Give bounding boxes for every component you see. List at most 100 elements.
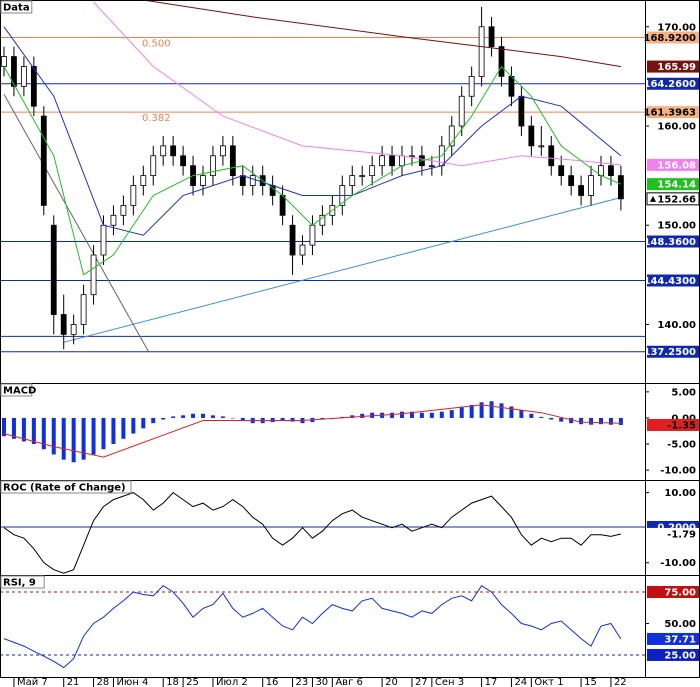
macd-bar [51, 417, 56, 455]
price-label: 75.00 [664, 588, 696, 599]
candle-body [80, 294, 87, 325]
candle-body [140, 175, 147, 186]
macd-bar [509, 406, 514, 418]
candle-body [279, 195, 286, 216]
price-label: 137.2500 [643, 347, 696, 358]
candle-body [90, 254, 97, 296]
candle-body [349, 175, 356, 186]
price-label-bg [647, 527, 699, 540]
macd-bar [539, 416, 544, 418]
panel-title-bg [0, 575, 45, 589]
price-label-bg [647, 418, 699, 431]
macd-bar [360, 413, 365, 418]
macd-bar [489, 401, 494, 418]
candle-body [70, 324, 77, 335]
candle-body [488, 26, 495, 48]
macd-bar [618, 417, 623, 425]
price-label: 148.3600 [643, 237, 696, 248]
candle-body [468, 76, 475, 97]
x-tick-label: Авг 6 [335, 677, 363, 687]
price-label: 0.00 [671, 413, 696, 424]
macd-bar [31, 417, 36, 445]
candle-body [20, 66, 27, 87]
price-label-bg [647, 31, 699, 44]
macd-bar [459, 407, 464, 418]
macd-bar [181, 415, 186, 418]
panel-title: RSI, 9 [3, 578, 36, 589]
macd-bar [131, 417, 136, 434]
price-label: 50.00 [664, 619, 696, 630]
candle-body [588, 175, 594, 196]
macd-bar [608, 417, 613, 425]
candle-body [319, 214, 326, 226]
moving-average [3, 26, 622, 236]
price-label: 161.3963 [643, 108, 696, 119]
macd-bar [21, 417, 26, 442]
candle-body [1, 56, 7, 67]
candle-body [568, 175, 575, 186]
price-label: 164.2600 [643, 79, 696, 90]
candle-body [508, 76, 515, 97]
macd-bar [290, 417, 295, 422]
x-tick-label: 24 [514, 677, 527, 687]
price-label: 160.00 [657, 122, 696, 133]
macd-bar [400, 411, 404, 418]
price-label-bg [647, 178, 699, 191]
candle-body [379, 155, 386, 167]
macd-bar [81, 417, 86, 460]
price-label-bg [647, 60, 699, 73]
candle-body [110, 214, 117, 226]
price-label: 170.00 [657, 22, 696, 33]
macd-bar [191, 413, 196, 418]
candle-body [548, 145, 555, 167]
candle-body [289, 224, 296, 256]
macd-bar [599, 417, 603, 425]
candle-body [498, 46, 505, 77]
panel [0, 0, 645, 353]
x-tick-label: Сен 3 [435, 677, 464, 687]
candle-body [239, 175, 246, 186]
macd-bar [499, 403, 504, 418]
price-label-bg [647, 77, 699, 90]
price-label: -10.00 [660, 466, 696, 477]
macd-bar [61, 417, 66, 460]
macd-bar [111, 417, 116, 445]
candle-body [210, 155, 216, 177]
candle-body [478, 26, 485, 77]
macd-bar [529, 413, 534, 418]
price-label: -10.00 [660, 558, 696, 569]
x-tick-label: Июл 2 [216, 677, 248, 687]
macd-bar [2, 417, 6, 437]
candle-body [618, 175, 624, 200]
macd-bar [280, 417, 285, 421]
x-tick-label: 25 [186, 677, 199, 687]
candle-body [30, 66, 37, 107]
panel [2, 401, 623, 463]
macd-bar [559, 417, 564, 422]
fib-label: 0.500 [142, 39, 171, 50]
price-label-bg [647, 158, 699, 171]
price-label-bg [647, 648, 699, 661]
candle-body [11, 56, 17, 87]
price-label-bg [647, 274, 699, 287]
candle-body [518, 95, 525, 127]
candle-body [608, 165, 614, 177]
price-label-bg [647, 586, 699, 598]
macd-bar [210, 415, 215, 418]
macd-bar [201, 413, 205, 418]
panel-title-bg [0, 0, 33, 14]
candle-body [399, 155, 405, 167]
panel-title-bg [0, 480, 132, 494]
price-label: 5.00 [671, 387, 696, 398]
macd-bar [101, 417, 106, 450]
candle-body [40, 115, 47, 206]
macd-bar [419, 412, 424, 418]
moving-average [143, 0, 621, 68]
x-tick-label: Июн 4 [116, 677, 148, 687]
macd-bar [350, 415, 355, 418]
x-tick-label: 23 [296, 677, 309, 687]
price-label: 168.9200 [643, 33, 696, 44]
price-label: -1.79 [667, 529, 696, 540]
candle-body [50, 224, 57, 315]
